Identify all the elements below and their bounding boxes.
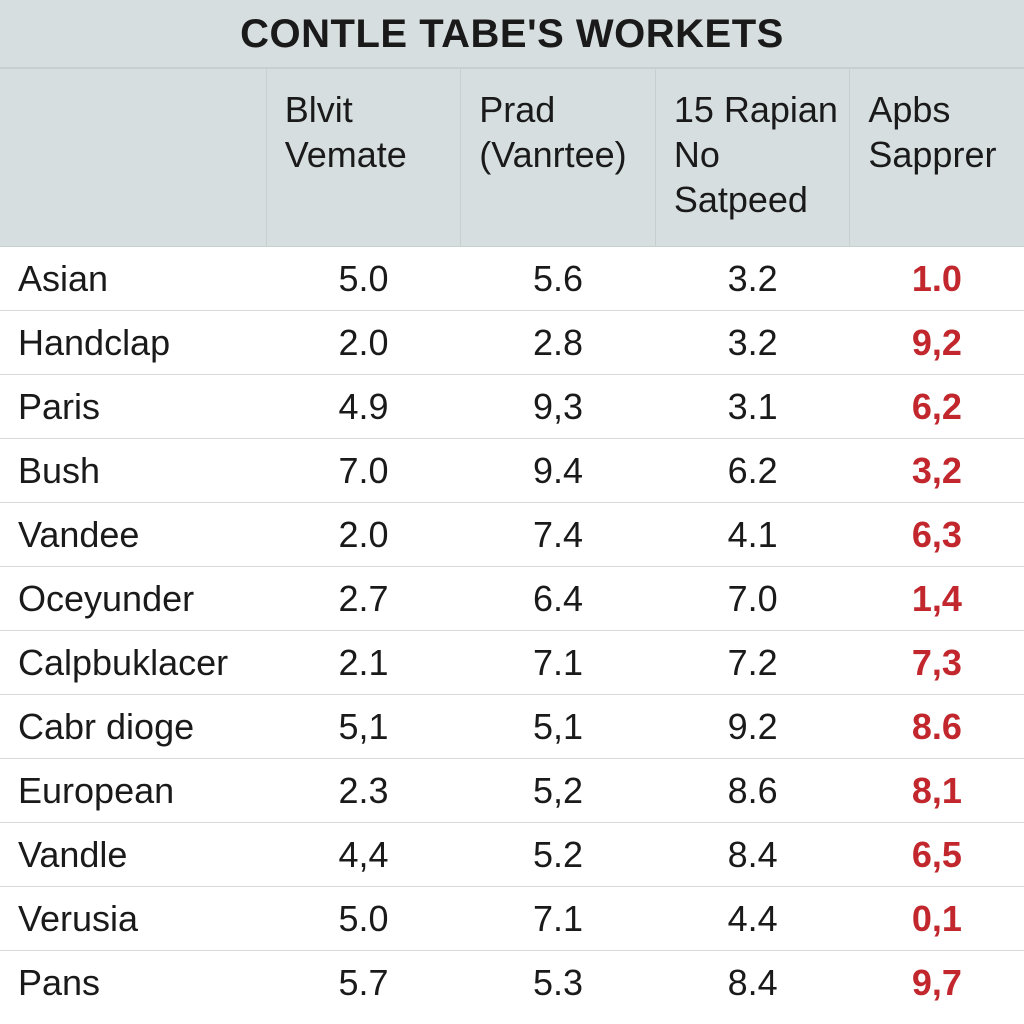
cell-value: 7.1	[461, 887, 656, 951]
cell-value: 2.1	[266, 631, 461, 695]
cell-value: 3,2	[850, 439, 1024, 503]
table-row: Cabr dioge5,15,19.28.6	[0, 695, 1024, 759]
cell-value: 2.0	[266, 503, 461, 567]
cell-value: 7,3	[850, 631, 1024, 695]
cell-value: 8.6	[850, 695, 1024, 759]
table-row: Paris4.99,33.16,2	[0, 375, 1024, 439]
row-label: Paris	[0, 375, 266, 439]
cell-value: 5.0	[266, 247, 461, 311]
cell-value: 7.0	[655, 567, 850, 631]
cell-value: 5.6	[461, 247, 656, 311]
row-label: Bush	[0, 439, 266, 503]
table-header: Blvit Vemate Prad (Vanrtee) 15 Rapian No…	[0, 69, 1024, 247]
cell-value: 7.0	[266, 439, 461, 503]
col-header: Blvit Vemate	[266, 69, 461, 247]
cell-value: 6,3	[850, 503, 1024, 567]
cell-value: 8,1	[850, 759, 1024, 823]
cell-value: 9,7	[850, 951, 1024, 1015]
table-row: Handclap2.02.83.29,2	[0, 311, 1024, 375]
cell-value: 9.2	[655, 695, 850, 759]
cell-value: 6,5	[850, 823, 1024, 887]
row-label: Vandee	[0, 503, 266, 567]
col-header: Prad (Vanrtee)	[461, 69, 656, 247]
cell-value: 7.2	[655, 631, 850, 695]
col-header: Apbs Sapprer	[850, 69, 1024, 247]
row-label: Calpbuklacer	[0, 631, 266, 695]
row-label: Oceyunder	[0, 567, 266, 631]
cell-value: 9.4	[461, 439, 656, 503]
cell-value: 8.4	[655, 951, 850, 1015]
cell-value: 4.1	[655, 503, 850, 567]
cell-value: 9,2	[850, 311, 1024, 375]
table-row: Asian5.05.63.21.0	[0, 247, 1024, 311]
cell-value: 5,1	[461, 695, 656, 759]
cell-value: 1,4	[850, 567, 1024, 631]
table-row: European2.35,28.68,1	[0, 759, 1024, 823]
row-label: Cabr dioge	[0, 695, 266, 759]
cell-value: 5.7	[266, 951, 461, 1015]
row-label: Handclap	[0, 311, 266, 375]
table-row: Bush7.09.46.23,2	[0, 439, 1024, 503]
table-body: Asian5.05.63.21.0Handclap2.02.83.29,2Par…	[0, 247, 1024, 1015]
cell-value: 6.4	[461, 567, 656, 631]
row-label: European	[0, 759, 266, 823]
cell-value: 8.6	[655, 759, 850, 823]
row-label: Vandle	[0, 823, 266, 887]
cell-value: 3.2	[655, 247, 850, 311]
cell-value: 5.2	[461, 823, 656, 887]
cell-value: 0,1	[850, 887, 1024, 951]
cell-value: 2.7	[266, 567, 461, 631]
cell-value: 4.9	[266, 375, 461, 439]
cell-value: 5,1	[266, 695, 461, 759]
table-title: CONTLE TABE'S WORKETS	[0, 0, 1024, 68]
cell-value: 2.0	[266, 311, 461, 375]
cell-value: 2.3	[266, 759, 461, 823]
data-table: Blvit Vemate Prad (Vanrtee) 15 Rapian No…	[0, 68, 1024, 1015]
cell-value: 4,4	[266, 823, 461, 887]
table-row: Calpbuklacer2.17.17.27,3	[0, 631, 1024, 695]
cell-value: 5.0	[266, 887, 461, 951]
cell-value: 5,2	[461, 759, 656, 823]
cell-value: 3.1	[655, 375, 850, 439]
row-label: Asian	[0, 247, 266, 311]
cell-value: 4.4	[655, 887, 850, 951]
cell-value: 1.0	[850, 247, 1024, 311]
cell-value: 7.4	[461, 503, 656, 567]
cell-value: 8.4	[655, 823, 850, 887]
row-label: Verusia	[0, 887, 266, 951]
cell-value: 7.1	[461, 631, 656, 695]
table-row: Pans5.75.38.49,7	[0, 951, 1024, 1015]
cell-value: 5.3	[461, 951, 656, 1015]
table-row: Oceyunder2.76.47.01,4	[0, 567, 1024, 631]
cell-value: 3.2	[655, 311, 850, 375]
col-header: 15 Rapian No Satpeed	[655, 69, 850, 247]
cell-value: 6,2	[850, 375, 1024, 439]
col-header	[0, 69, 266, 247]
cell-value: 9,3	[461, 375, 656, 439]
row-label: Pans	[0, 951, 266, 1015]
table-row: Vandee2.07.44.16,3	[0, 503, 1024, 567]
cell-value: 2.8	[461, 311, 656, 375]
table-container: CONTLE TABE'S WORKETS Blvit Vemate Prad …	[0, 0, 1024, 1024]
cell-value: 6.2	[655, 439, 850, 503]
table-row: Verusia5.07.14.40,1	[0, 887, 1024, 951]
table-row: Vandle4,45.28.46,5	[0, 823, 1024, 887]
